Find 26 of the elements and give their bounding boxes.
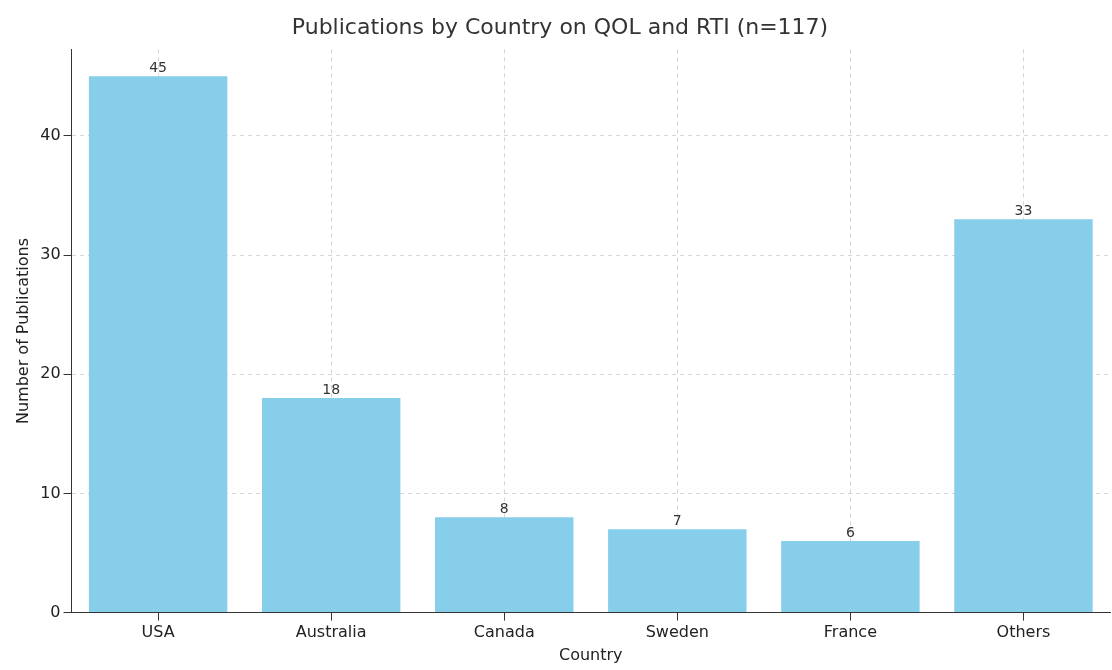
x-tick-label: Australia bbox=[295, 622, 367, 642]
x-tick-label: Canada bbox=[473, 622, 535, 642]
data-label: 33 bbox=[1014, 201, 1033, 218]
data-label: 18 bbox=[322, 380, 341, 397]
x-axis-title: Country bbox=[559, 644, 623, 664]
data-label: 8 bbox=[499, 499, 509, 516]
data-label: 45 bbox=[149, 58, 168, 75]
bar bbox=[261, 398, 401, 613]
y-tick-label: 0 bbox=[50, 601, 61, 621]
data-label: 6 bbox=[845, 523, 855, 540]
bar bbox=[954, 219, 1093, 613]
chart-title: Publications by Country on QOL and RTI (n=117) bbox=[291, 13, 829, 39]
bar bbox=[435, 517, 574, 613]
x-tick-label: USA bbox=[141, 622, 175, 642]
x-tick-label: France bbox=[823, 622, 877, 642]
y-tick-label: 20 bbox=[40, 363, 61, 383]
y-tick-label: 40 bbox=[40, 124, 61, 144]
data-label: 7 bbox=[672, 511, 682, 528]
bar bbox=[88, 76, 228, 613]
bar bbox=[781, 541, 920, 613]
y-tick-label: 10 bbox=[40, 482, 61, 502]
y-tick-label: 30 bbox=[40, 244, 61, 264]
y-axis-title: Number of Publications bbox=[12, 237, 32, 425]
bar bbox=[608, 529, 747, 613]
x-tick-label: Sweden bbox=[645, 622, 709, 642]
x-tick-label: Others bbox=[996, 622, 1051, 642]
